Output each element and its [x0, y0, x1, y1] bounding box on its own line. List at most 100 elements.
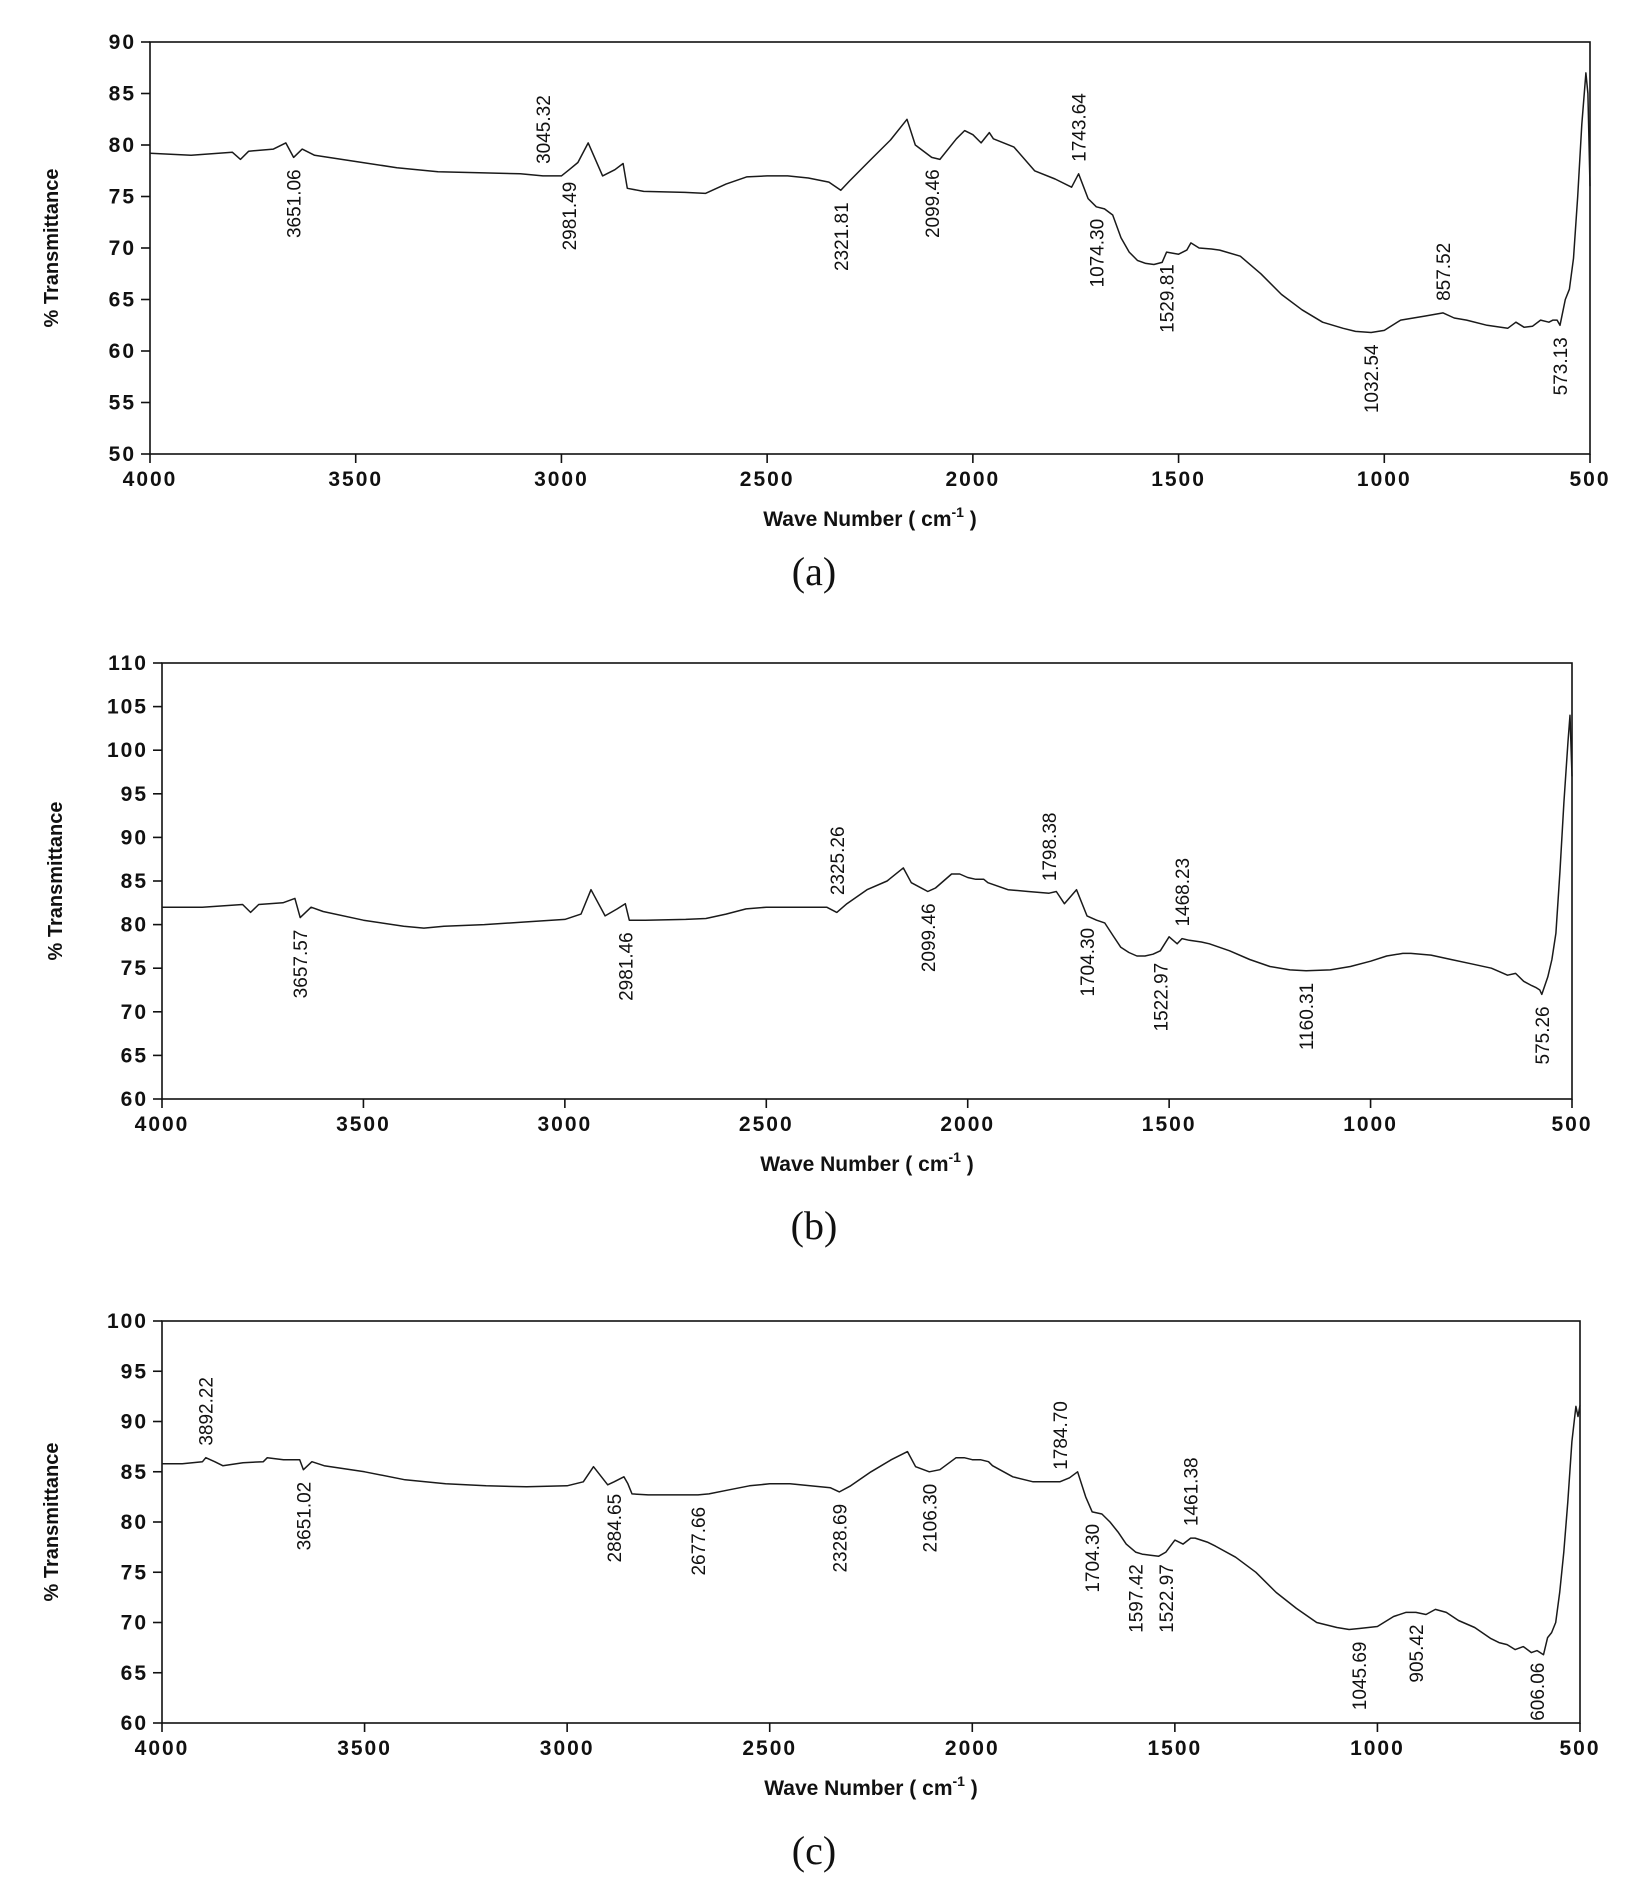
chart-c-ytick-label: 95 — [121, 1360, 148, 1383]
chart-c-xtick-label: 1500 — [1147, 1737, 1202, 1760]
chart-b-peak-label: 1798.38 — [1040, 813, 1061, 882]
chart-c-xtick-label: 3500 — [337, 1737, 392, 1760]
chart-b-y-axis-title: % Transmittance — [45, 802, 67, 961]
chart-a-ytick-label: 50 — [109, 443, 136, 466]
chart-a-ytick-label: 65 — [109, 289, 136, 312]
caption-a: (a) — [791, 549, 837, 594]
chart-a-x-axis-unit-exponent: -1 — [952, 504, 965, 520]
chart-b-ytick-label: 85 — [121, 870, 148, 893]
chart-c-x-axis-title-text: Wave Number ( cm — [764, 1777, 952, 1800]
chart-a-peak-label: 573.13 — [1551, 337, 1572, 395]
chart-b-ytick-label: 100 — [107, 739, 148, 762]
chart-a-spectrum-line — [149, 72, 1591, 334]
chart-b-peak-label: 1160.31 — [1297, 983, 1318, 1050]
chart-c-xtick-label: 2000 — [945, 1737, 1000, 1760]
chart-b-ytick-label: 65 — [121, 1044, 148, 1067]
chart-c-peak-label: 1461.38 — [1182, 1457, 1203, 1526]
chart-c-x-axis-title: Wave Number ( cm-1 ) — [764, 1773, 978, 1800]
chart-a-ytick-label: 90 — [109, 31, 136, 54]
chart-c-peak-label: 3651.02 — [294, 1482, 315, 1551]
chart-a-xtick-label: 1000 — [1357, 468, 1412, 491]
chart-a-xtick-label: 3500 — [328, 468, 383, 491]
chart-a-peak-label: 1743.64 — [1070, 93, 1091, 162]
chart-b-ytick-label: 60 — [121, 1088, 148, 1111]
chart-a-peak-label: 857.52 — [1434, 243, 1455, 301]
chart-a-peak-label: 2099.46 — [923, 169, 944, 238]
chart-b-x-axis-unit-exponent: -1 — [949, 1149, 962, 1165]
chart-b-x-axis-title: Wave Number ( cm-1 ) — [760, 1149, 974, 1176]
chart-c-peak-label: 1045.69 — [1350, 1642, 1371, 1711]
chart-a-xtick-label: 3000 — [534, 468, 589, 491]
chart-c-peak-label: 2328.69 — [830, 1504, 851, 1573]
chart-b-ytick-label: 70 — [121, 1001, 148, 1024]
chart-a-xtick-label: 4000 — [123, 468, 178, 491]
chart-a-ytick-label: 55 — [109, 392, 136, 415]
chart-a-xtick-label: 2000 — [945, 468, 1000, 491]
chart-c-ytick-label: 75 — [121, 1561, 148, 1584]
chart-c-xtick-label: 4000 — [135, 1737, 190, 1760]
figure-panel-b: 60 65 70 75 80 85 90 95 100 105 110 4000 3500 3000 250… — [0, 630, 1628, 1270]
chart-c-xtick-label: 1000 — [1350, 1737, 1405, 1760]
chart-b-ytick-label: 95 — [121, 783, 148, 806]
chart-b-peak-label: 3657.57 — [291, 930, 312, 999]
chart-a-ytick-label: 80 — [109, 134, 136, 157]
chart-c-ytick-label: 100 — [107, 1310, 148, 1333]
chart-c-y-axis-title: % Transmittance — [41, 1443, 63, 1602]
chart-a-xtick-label: 1500 — [1151, 468, 1206, 491]
chart-c-ytick-label: 60 — [121, 1712, 148, 1735]
chart-b-xtick-label: 500 — [1551, 1113, 1592, 1136]
chart-c-peak-label: 1704.30 — [1083, 1524, 1104, 1593]
figure-panel-a: 50 55 60 65 70 75 80 85 90 4000 3500 3000 2500 2000 15… — [0, 0, 1628, 610]
caption-b: (b) — [790, 1203, 838, 1248]
chart-a-xtick-label: 2500 — [740, 468, 795, 491]
chart-a-x-axis-title-text: Wave Number ( cm — [763, 508, 951, 531]
chart-c-peak-label: 1784.70 — [1051, 1401, 1072, 1470]
chart-c-peak-label: 606.06 — [1528, 1663, 1549, 1721]
chart-c-x-axis-unit-exponent: -1 — [953, 1773, 966, 1789]
chart-a-ytick-label: 75 — [109, 186, 136, 209]
ftir-chart-b: 60 65 70 75 80 85 90 95 100 105 110 4000 3500 3000 250… — [45, 652, 1592, 1176]
chart-b-xtick-label: 2500 — [739, 1113, 794, 1136]
chart-c-peak-label: 2677.66 — [689, 1507, 710, 1576]
chart-b-peak-label: 1522.97 — [1151, 963, 1172, 1032]
chart-a-ytick-label: 85 — [109, 83, 136, 106]
chart-c-peak-label: 3892.22 — [197, 1377, 218, 1446]
chart-c-spectrum-line — [162, 1405, 1581, 1656]
chart-a-peak-label: 1074.30 — [1087, 219, 1108, 288]
chart-a-ytick-label: 60 — [109, 340, 136, 363]
chart-c-xtick-label: 3000 — [540, 1737, 595, 1760]
chart-b-plot-frame — [161, 662, 1573, 1100]
chart-c-peak-label: 2884.65 — [605, 1494, 626, 1563]
chart-a-peak-label: 3045.32 — [534, 95, 555, 164]
ftir-chart-a: 50 55 60 65 70 75 80 85 90 4000 3500 3000 2500 2000 15… — [41, 31, 1610, 531]
caption-c: (c) — [791, 1828, 837, 1873]
chart-b-peak-label: 2981.46 — [616, 932, 637, 1001]
chart-c-ytick-label: 70 — [121, 1612, 148, 1635]
figure-panel-c: 60 65 70 75 80 85 90 95 100 4000 3500 3000 2500 2000 1… — [0, 1285, 1628, 1883]
ftir-chart-c: 60 65 70 75 80 85 90 95 100 4000 3500 3000 2500 2000 1… — [41, 1310, 1600, 1800]
chart-b-ytick-label: 110 — [108, 652, 148, 675]
chart-b-x-axis-unit-close: ) — [961, 1153, 974, 1176]
chart-a-peak-label: 1529.81 — [1158, 264, 1179, 333]
chart-b-xtick-label: 2000 — [940, 1113, 995, 1136]
chart-b-xtick-label: 3500 — [336, 1113, 391, 1136]
chart-a-y-axis-title: % Transmittance — [41, 169, 63, 328]
chart-c-ytick-label: 85 — [121, 1461, 148, 1484]
chart-b-spectrum-line — [162, 714, 1573, 996]
chart-c-ytick-label: 65 — [121, 1662, 148, 1685]
chart-b-ytick-label: 105 — [107, 696, 148, 719]
chart-b-x-axis-title-text: Wave Number ( cm — [760, 1153, 948, 1176]
chart-a-peak-label: 3651.06 — [285, 169, 306, 238]
chart-b-ytick-label: 75 — [121, 957, 148, 980]
chart-a-x-axis-unit-close: ) — [964, 508, 977, 531]
chart-b-xtick-label: 3000 — [537, 1113, 592, 1136]
chart-b-peak-label: 2325.26 — [828, 826, 849, 895]
chart-a-peak-label: 2321.81 — [832, 202, 853, 271]
chart-a-x-axis-title: Wave Number ( cm-1 ) — [763, 504, 977, 531]
chart-c-ytick-label: 80 — [121, 1511, 148, 1534]
chart-c-xtick-label: 500 — [1559, 1737, 1600, 1760]
chart-a-xtick-label: 500 — [1569, 468, 1610, 491]
chart-c-x-axis-unit-close: ) — [965, 1777, 978, 1800]
chart-c-peak-label: 905.42 — [1407, 1624, 1428, 1682]
chart-b-xtick-label: 1500 — [1142, 1113, 1197, 1136]
